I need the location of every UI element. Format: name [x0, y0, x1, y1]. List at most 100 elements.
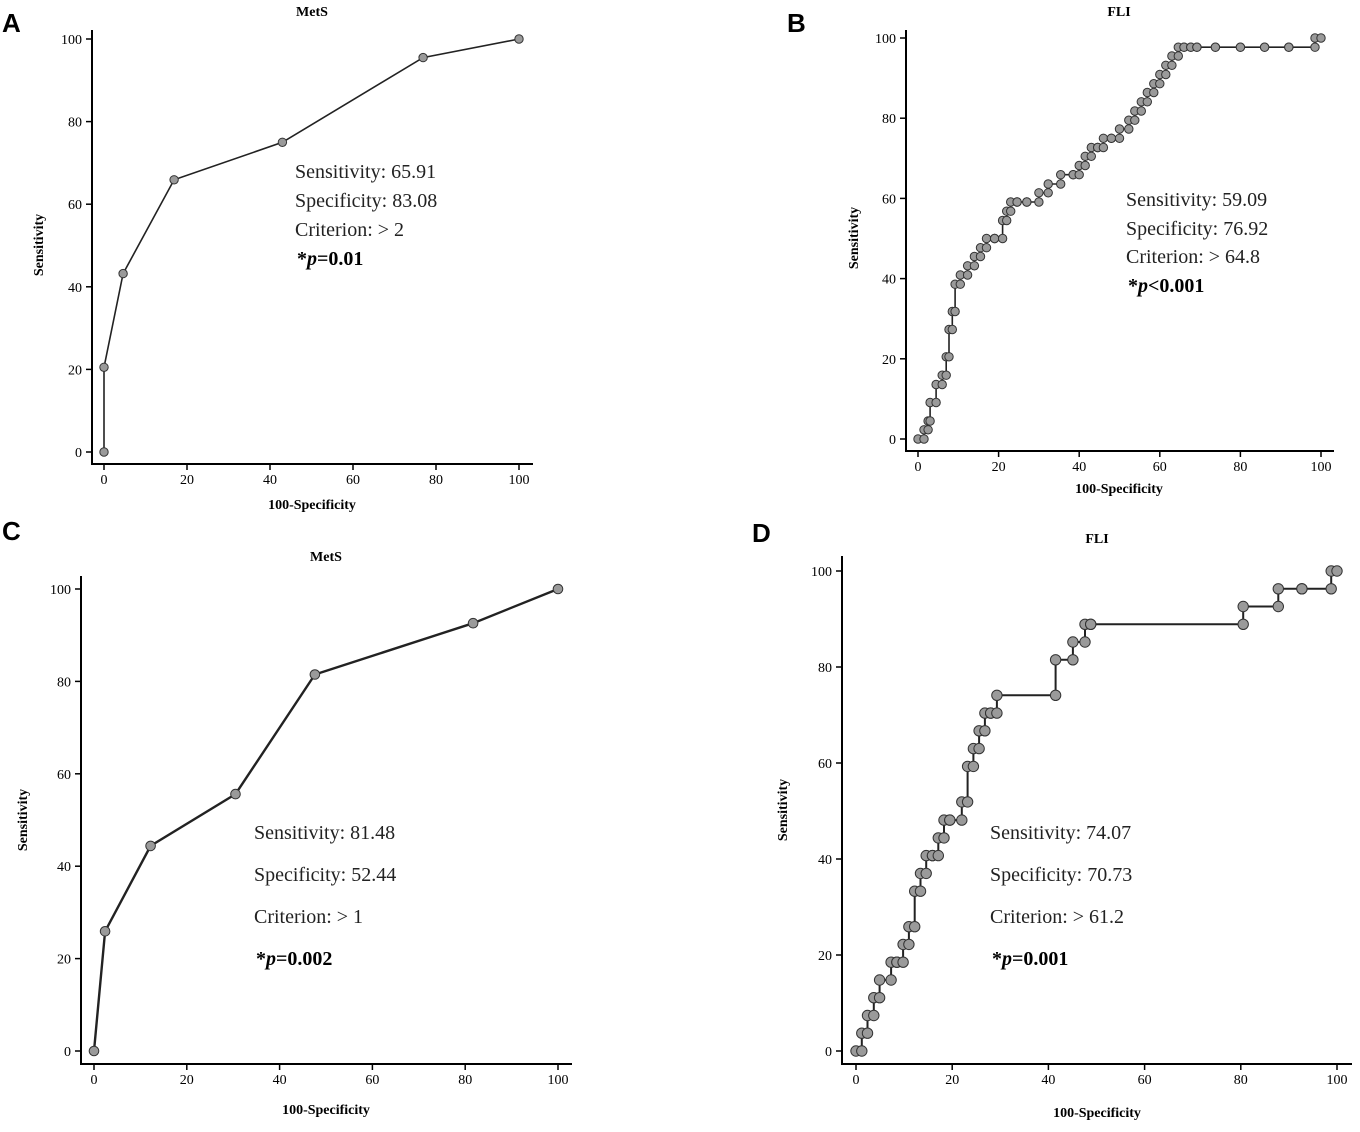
roc-point: [903, 938, 915, 951]
x-tick-label: 0: [91, 1073, 98, 1088]
y-tick-label: 20: [818, 949, 832, 964]
y-tick-label: 20: [882, 353, 896, 368]
roc-point: [1155, 79, 1165, 89]
roc-point: [873, 992, 886, 1004]
panel-d-fli-roc: D FLI 100-Specificity Sensitivity 0 20 40 6…: [752, 518, 1352, 1121]
y-axis-label: Sensitivity: [32, 214, 47, 276]
p-value-text: *p<0.001: [1128, 275, 1204, 297]
roc-point: [920, 867, 932, 880]
y-tick-label: 100: [811, 565, 832, 580]
chart-title: FLI: [1085, 532, 1108, 547]
tick-group: 0 20 40 60 80 100 0 20 40 60 80 100: [875, 32, 1332, 475]
x-axis-label: 100-Specificity: [268, 498, 356, 513]
x-tick-label: 100: [1311, 460, 1332, 475]
roc-point: [1210, 42, 1221, 52]
x-tick-label: 0: [101, 473, 108, 488]
y-tick-label: 80: [818, 661, 832, 676]
x-tick-label: 80: [458, 1073, 472, 1088]
p-value: =0.001: [1012, 948, 1068, 970]
roc-point: [991, 707, 1003, 719]
stats-annotation: Sensitivity: 65.91 Specificity: 83.08 Cr…: [295, 161, 437, 270]
y-tick-label: 20: [68, 363, 82, 378]
p-star: *: [992, 948, 1002, 970]
tick-group: 0 20 40 60 80 100 0 20 40 60 80 100: [61, 33, 530, 488]
y-tick-label: 0: [64, 1045, 71, 1060]
roc-point: [941, 370, 951, 380]
roc-point: [938, 832, 950, 844]
sensitivity-text: Sensitivity: 59.09: [1126, 189, 1267, 211]
y-axis-label: Sensitivity: [847, 207, 862, 269]
roc-point: [1284, 42, 1294, 52]
roc-point: [99, 362, 109, 372]
roc-point: [1325, 583, 1337, 595]
roc-point: [1049, 654, 1062, 666]
roc-point: [1237, 618, 1249, 630]
roc-curve-group: [850, 565, 1343, 1057]
x-axis-label: 100-Specificity: [282, 1103, 370, 1118]
y-tick-label: 0: [889, 433, 896, 448]
x-tick-label: 20: [992, 460, 1006, 475]
panel-letter: D: [752, 518, 771, 548]
roc-point: [309, 669, 321, 680]
y-tick-label: 20: [57, 953, 71, 968]
roc-point: [1056, 170, 1066, 180]
y-tick-label: 40: [68, 281, 82, 296]
roc-point: [961, 796, 974, 808]
roc-point: [88, 1045, 100, 1057]
roc-curve-line: [103, 38, 520, 452]
roc-point: [973, 742, 985, 755]
x-tick-label: 60: [365, 1073, 379, 1088]
x-tick-label: 40: [1041, 1073, 1055, 1088]
roc-point: [885, 974, 897, 986]
roc-point: [956, 814, 968, 826]
roc-curve-group: [99, 34, 524, 457]
roc-point: [1149, 87, 1159, 98]
roc-curve-line: [856, 570, 1337, 1052]
stats-annotation: Sensitivity: 74.07 Specificity: 70.73 Cr…: [990, 822, 1132, 970]
y-tick-label: 80: [57, 675, 71, 690]
roc-point: [962, 270, 973, 280]
panel-c-mets-roc: C MetS 100-Specificity Sensitivity 0 20 40…: [2, 516, 572, 1118]
y-tick-label: 60: [818, 757, 832, 772]
roc-point: [1043, 188, 1053, 198]
criterion-text: Criterion: > 61.2: [990, 906, 1124, 928]
roc-point: [1043, 179, 1053, 189]
roc-point: [932, 849, 944, 862]
x-axis-label: 100-Specificity: [1075, 482, 1163, 497]
roc-point: [991, 689, 1003, 701]
y-axis-label: Sensitivity: [16, 789, 31, 851]
x-tick-label: 80: [1234, 1073, 1248, 1088]
roc-point: [552, 583, 564, 595]
y-tick-label: 40: [57, 860, 71, 875]
roc-point: [1192, 42, 1202, 52]
y-axis-label: Sensitivity: [776, 779, 791, 841]
specificity-text: Specificity: 52.44: [254, 864, 396, 886]
axes: [91, 30, 533, 465]
x-tick-label: 0: [915, 460, 922, 475]
roc-point: [947, 324, 957, 335]
x-tick-label: 60: [1138, 1073, 1152, 1088]
roc-point: [1331, 565, 1343, 577]
roc-point: [1022, 197, 1032, 207]
x-tick-label: 100: [509, 473, 530, 488]
y-tick-label: 60: [882, 192, 896, 207]
y-tick-label: 60: [57, 768, 71, 783]
roc-point: [944, 814, 956, 826]
roc-point: [1067, 636, 1079, 648]
criterion-text: Criterion: > 2: [295, 219, 404, 241]
roc-point: [169, 175, 179, 185]
criterion-text: Criterion: > 64.8: [1126, 246, 1260, 268]
roc-point: [1079, 636, 1091, 648]
roc-point: [861, 1027, 874, 1039]
specificity-text: Specificity: 70.73: [990, 864, 1132, 886]
y-tick-label: 60: [68, 198, 82, 213]
roc-point: [1012, 197, 1022, 207]
roc-point: [937, 379, 947, 390]
roc-point: [923, 425, 933, 435]
specificity-text: Specificity: 76.92: [1126, 218, 1268, 240]
p-value-text: *p=0.01: [297, 248, 363, 270]
roc-point: [1086, 151, 1097, 162]
roc-point: [1259, 42, 1270, 52]
x-tick-label: 0: [853, 1073, 860, 1088]
roc-point: [1310, 42, 1320, 52]
